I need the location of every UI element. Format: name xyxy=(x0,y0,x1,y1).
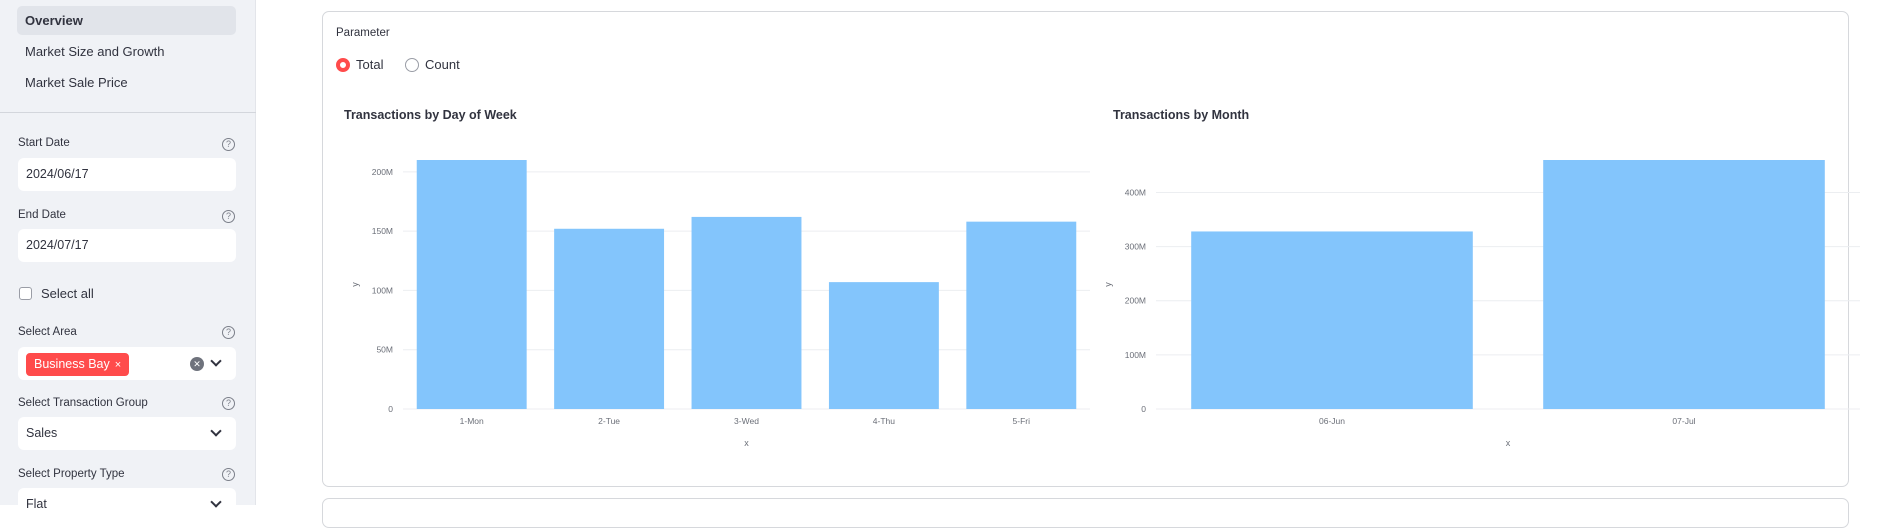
y-axis-label: y xyxy=(1103,282,1113,287)
bar-chart-month: 0 100M 200M 300M 400M 06-Jun 07-Jul x y xyxy=(1103,160,1860,448)
x-tick-label: 3-Wed xyxy=(734,416,759,426)
radio-count-label[interactable]: Count xyxy=(425,57,460,72)
nav-item-overview[interactable]: Overview xyxy=(17,6,236,35)
bar xyxy=(1191,231,1473,409)
area-tag-label: Business Bay xyxy=(34,357,110,371)
help-icon[interactable]: ? xyxy=(222,397,235,410)
x-tick-label: 07-Jul xyxy=(1672,416,1695,426)
property-type-label: Select Property Type xyxy=(18,468,125,480)
end-date-label: End Date xyxy=(18,209,66,221)
y-tick-label: 200M xyxy=(1125,296,1146,306)
radio-total-label[interactable]: Total xyxy=(356,57,384,72)
y-tick-label: 200M xyxy=(372,167,393,177)
radio-count[interactable] xyxy=(405,58,419,72)
bar xyxy=(828,282,939,409)
help-icon[interactable]: ? xyxy=(222,138,235,151)
x-tick-label: 2-Tue xyxy=(598,416,620,426)
y-axis-label: y xyxy=(350,282,360,287)
bar xyxy=(691,216,802,409)
select-all-label: Select all xyxy=(41,286,94,301)
y-tick-label: 400M xyxy=(1125,187,1146,197)
help-icon[interactable]: ? xyxy=(222,468,235,481)
y-tick-label: 100M xyxy=(372,285,393,295)
y-tick-label: 0 xyxy=(388,404,393,414)
remove-tag-icon[interactable]: × xyxy=(114,359,122,371)
chart-title-day-of-week: Transactions by Day of Week xyxy=(344,108,517,122)
next-container xyxy=(322,498,1849,528)
sidebar-divider xyxy=(0,112,256,113)
x-axis-label: x xyxy=(744,438,749,448)
bar xyxy=(416,160,527,409)
clear-selection-icon[interactable]: ✕ xyxy=(190,357,204,371)
end-date-input[interactable]: 2024/07/17 xyxy=(18,229,236,262)
transaction-group-label: Select Transaction Group xyxy=(18,397,148,409)
x-tick-label: 06-Jun xyxy=(1319,416,1345,426)
charts-container xyxy=(322,11,1849,487)
y-tick-label: 150M xyxy=(372,226,393,236)
x-axis-label: x xyxy=(1506,438,1511,448)
bar xyxy=(554,228,665,409)
help-icon[interactable]: ? xyxy=(222,326,235,339)
y-tick-label: 50M xyxy=(376,345,393,355)
select-area-label: Select Area xyxy=(18,326,77,338)
x-tick-label: 4-Thu xyxy=(873,416,895,426)
bar xyxy=(1543,160,1825,409)
help-icon[interactable]: ? xyxy=(222,210,235,223)
x-tick-label: 1-Mon xyxy=(460,416,484,426)
y-tick-label: 300M xyxy=(1125,242,1146,252)
nav-item-market-sale-price[interactable]: Market Sale Price xyxy=(25,75,128,90)
nav-item-market-size-and-growth[interactable]: Market Size and Growth xyxy=(25,44,165,59)
select-all-checkbox[interactable] xyxy=(19,287,32,300)
chart-title-month: Transactions by Month xyxy=(1113,108,1250,122)
x-tick-label: 5-Fri xyxy=(1013,416,1031,426)
start-date-label: Start Date xyxy=(18,137,70,149)
parameter-label: Parameter xyxy=(336,27,390,39)
y-tick-label: 100M xyxy=(1125,350,1146,360)
radio-total[interactable] xyxy=(336,58,350,72)
y-tick-label: 0 xyxy=(1141,404,1146,414)
bar xyxy=(966,221,1077,409)
bar-chart-day-of-week: 0 50M 100M 150M 200M 1-Mon 2-Tue 3-Wed 4-Thu 5-Fr… xyxy=(350,160,1090,448)
start-date-input[interactable]: 2024/06/17 xyxy=(18,158,236,191)
area-tag-business-bay: Business Bay × xyxy=(26,353,130,376)
sidebar: Overview Market Size and Growth Market S… xyxy=(0,0,256,521)
transaction-group-select[interactable]: Sales xyxy=(18,417,236,450)
